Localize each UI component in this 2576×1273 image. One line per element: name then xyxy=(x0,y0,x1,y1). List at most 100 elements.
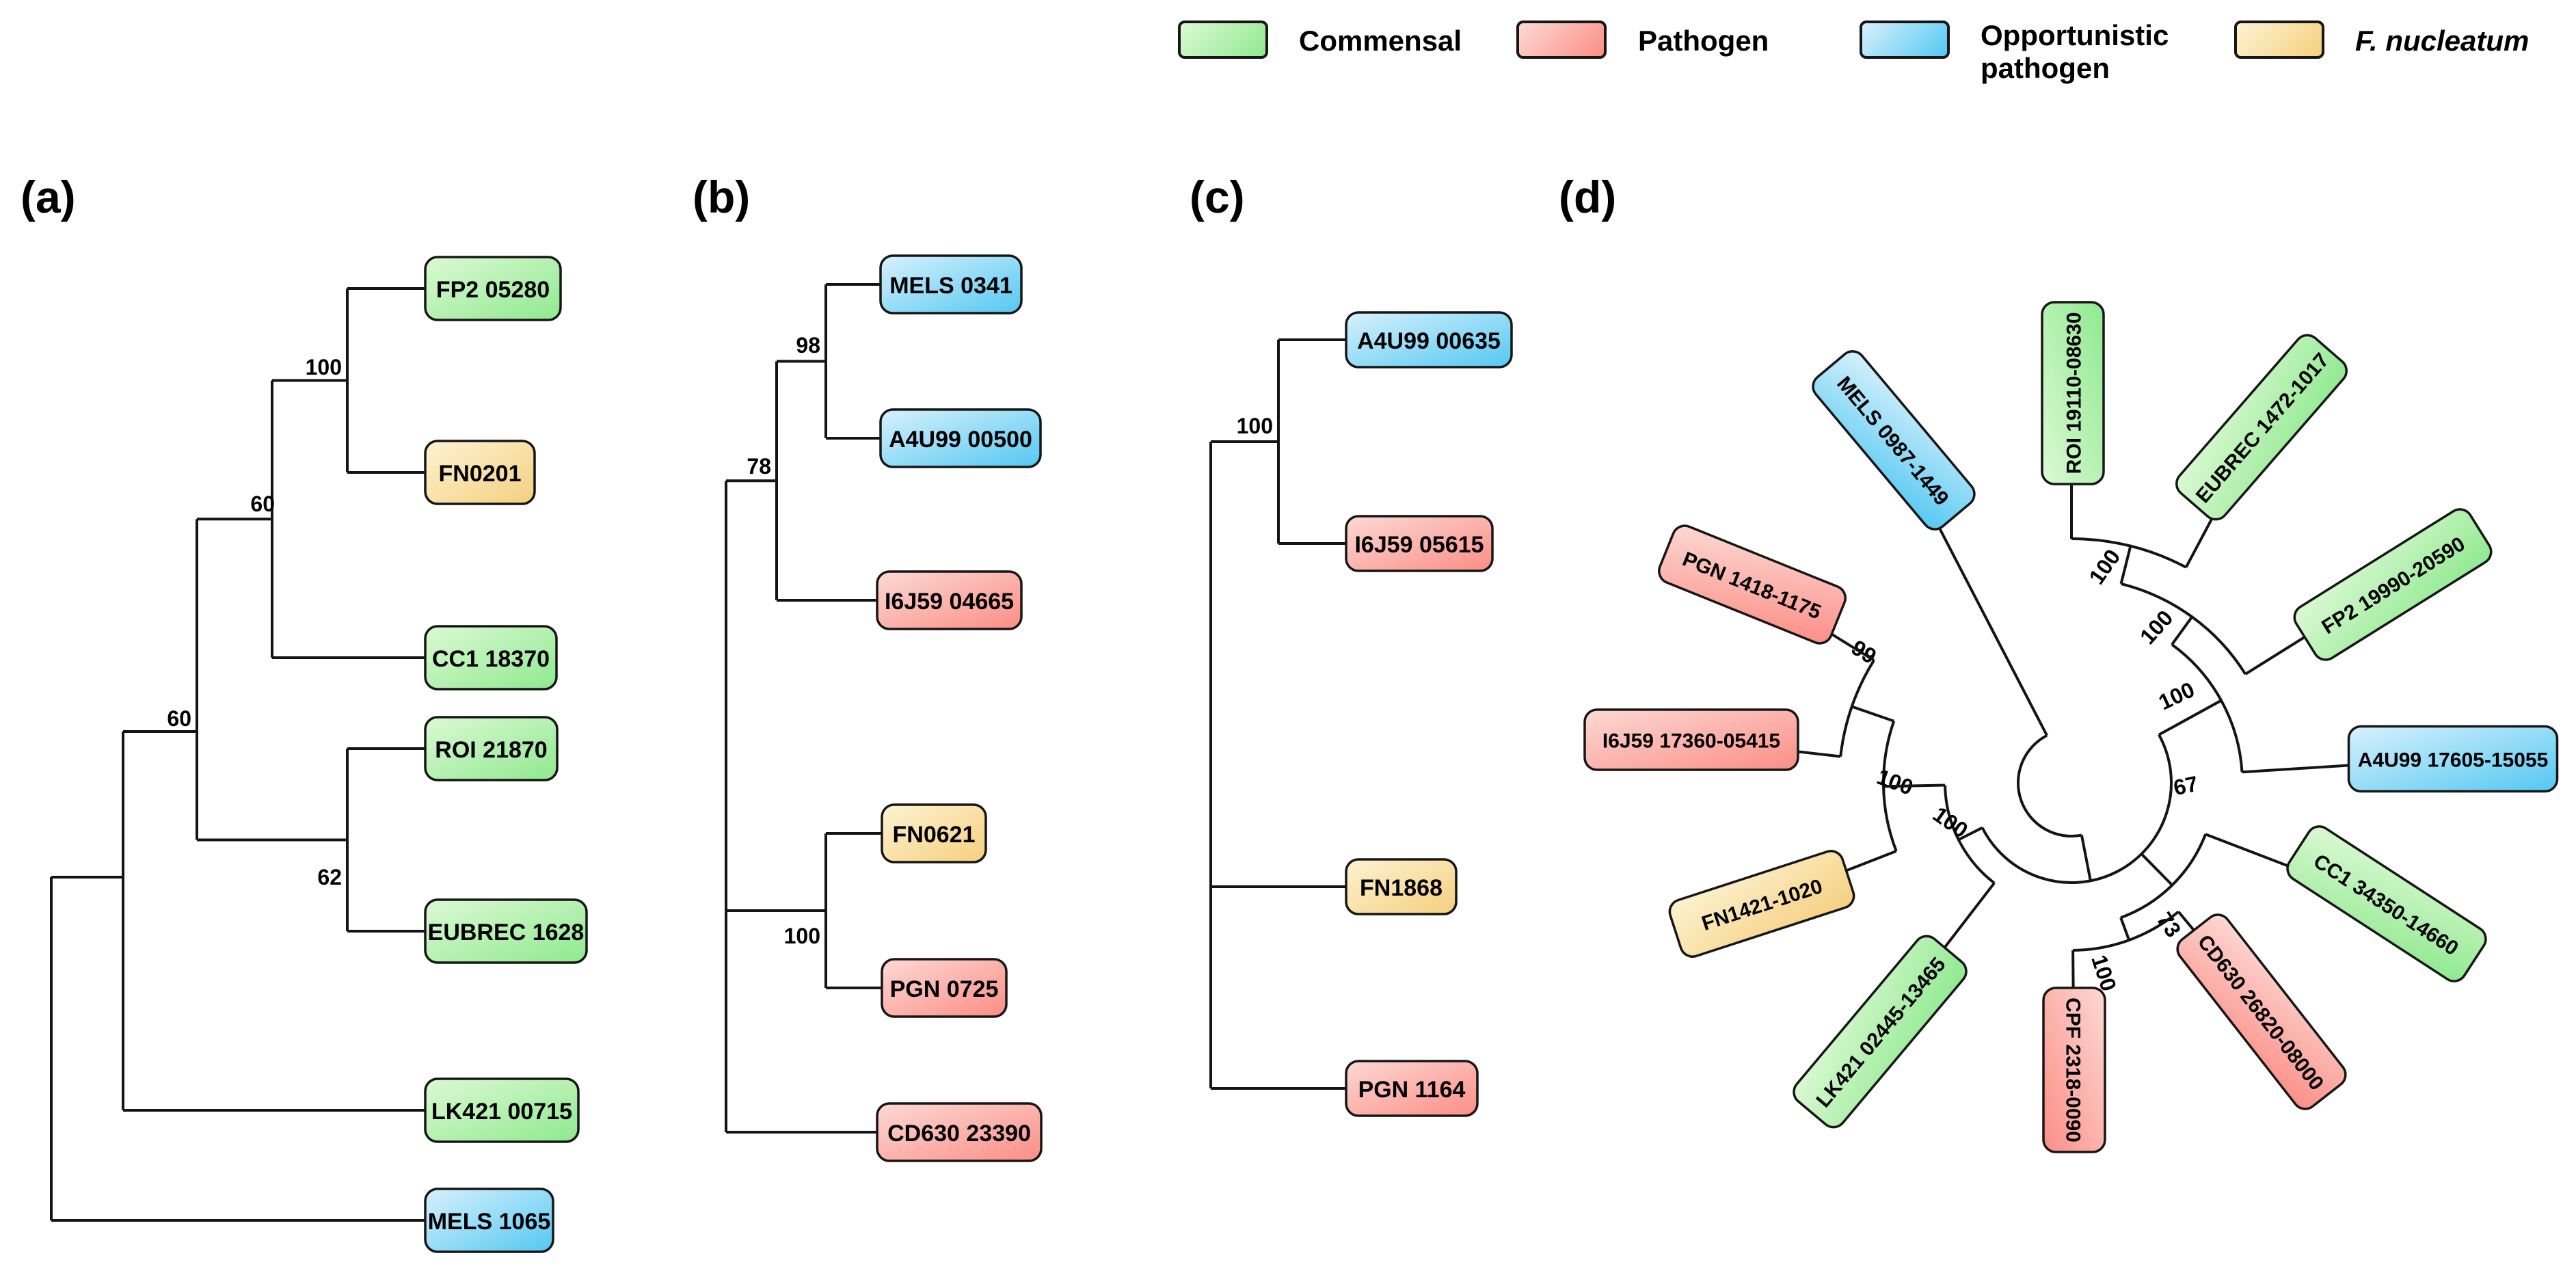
taxon: LK421 02445-13465 xyxy=(1793,935,1968,1129)
bootstrap-label: 100 xyxy=(1874,764,1916,800)
taxon-box xyxy=(879,408,1042,468)
taxon-box xyxy=(1658,524,1847,645)
taxon-box xyxy=(2286,825,2487,982)
legend-swatch-commensal xyxy=(1178,21,1268,59)
taxon: FP2 19990-20590 xyxy=(2293,508,2493,661)
bootstrap-label: 98 xyxy=(796,333,820,358)
branch xyxy=(2140,853,2173,887)
taxon-box xyxy=(2042,987,2106,1153)
taxon-label: CPF 2318-0090 xyxy=(2062,997,2084,1142)
bootstrap-label: 62 xyxy=(317,865,342,889)
panel-letter-a: (a) xyxy=(21,172,76,222)
taxon-box xyxy=(1345,1060,1479,1117)
taxon-label: FN0201 xyxy=(439,461,522,487)
taxon: A4U99 00635 xyxy=(1345,311,1513,368)
taxon: A4U99 17605-15055 xyxy=(2347,725,2559,793)
legend-swatch-pathogen xyxy=(1516,21,1607,59)
taxon-box xyxy=(1812,350,1976,531)
taxon: CD630 26820-08000 xyxy=(2176,913,2347,1110)
bootstrap-label: 60 xyxy=(167,706,191,731)
taxon-box xyxy=(2041,301,2105,485)
taxon-label: A4U99 17605-15055 xyxy=(2358,749,2549,772)
taxon: FN1421-1020 xyxy=(1668,850,1855,958)
taxon: FN0201 xyxy=(424,440,536,505)
panel-letter-c: (c) xyxy=(1190,172,1245,222)
taxon-label: LK421 02445-13465 xyxy=(1812,953,1950,1112)
bootstrap-label: 100 xyxy=(1237,414,1273,438)
bootstrap-label: 100 xyxy=(2155,677,2199,714)
taxon-box xyxy=(2176,913,2347,1110)
legend-label-commensal: Commensal xyxy=(1299,25,1462,57)
taxon: A4U99 00500 xyxy=(879,408,1042,468)
taxon-label: I6J59 17360-05415 xyxy=(1602,730,1780,753)
bootstrap-label: 100 xyxy=(306,355,342,379)
taxon: ROI 19110-08630 xyxy=(2041,301,2105,485)
taxon-label: PGN 0725 xyxy=(890,976,999,1002)
bootstrap-label: 100 xyxy=(2135,605,2177,649)
taxon: PGN 1418-1175 xyxy=(1658,524,1847,645)
bootstrap-label: 100 xyxy=(2084,545,2125,589)
taxon-box xyxy=(424,716,559,781)
taxon-label: A4U99 00635 xyxy=(1357,328,1501,354)
taxon: LK421 00715 xyxy=(424,1077,580,1143)
taxon-label: ROI 19110-08630 xyxy=(2063,312,2086,474)
branch xyxy=(2158,699,2223,736)
taxon-box xyxy=(424,898,588,964)
taxon-label: FN0621 xyxy=(893,822,976,848)
taxon-box xyxy=(424,256,562,321)
legend-label-opportunistic-pathogen: Opportunistic pathogen xyxy=(1981,19,2169,84)
taxon-box xyxy=(424,440,536,505)
panel-letter-b: (b) xyxy=(693,172,751,222)
taxon-box xyxy=(424,1188,554,1253)
taxon-box xyxy=(876,1102,1043,1162)
taxon-box xyxy=(1345,858,1458,915)
taxon-label: ROI 21870 xyxy=(435,737,547,763)
taxon-box xyxy=(2347,725,2559,793)
taxon-box xyxy=(876,570,1023,630)
taxon: MELS 0987-1449 xyxy=(1812,350,1976,531)
tree-c: A4U99 00635 I6J59 05615 100 FN1868 PGN 1164 xyxy=(1209,311,1513,1117)
taxon-box xyxy=(879,254,1023,314)
branch xyxy=(2171,616,2193,645)
taxon: I6J59 04665 xyxy=(876,570,1023,630)
taxon: MELS 0341 xyxy=(879,254,1023,314)
taxon-label: EUBREC 1472-1017 xyxy=(2192,349,2334,507)
taxon: PGN 1164 xyxy=(1345,1060,1479,1117)
taxon-label: EUBREC 1628 xyxy=(428,920,585,946)
taxon-box xyxy=(424,1077,580,1143)
bootstrap-label: 99 xyxy=(1847,635,1881,669)
bootstrap-label: 100 xyxy=(784,924,820,948)
taxon-box xyxy=(2293,508,2493,661)
taxon-label: MELS 0341 xyxy=(889,273,1012,299)
taxon-box xyxy=(2175,334,2348,521)
taxon: FP2 05280 xyxy=(424,256,562,321)
taxon: I6J59 17360-05415 xyxy=(1583,708,1799,771)
branch-arc xyxy=(2016,734,2082,838)
taxon-label: A4U99 00500 xyxy=(889,427,1032,453)
legend-swatch-opportunistic-pathogen xyxy=(1860,21,1950,59)
branch xyxy=(1957,826,1983,842)
taxon-box xyxy=(881,958,1008,1018)
legend-swatch-f-nucleatum xyxy=(2234,21,2324,59)
taxon: CC1 18370 xyxy=(424,625,558,691)
taxon: CPF 2318-0090 xyxy=(2042,987,2106,1153)
taxon-label: FN1868 xyxy=(1360,875,1443,901)
taxon-box xyxy=(424,625,558,691)
taxon: I6J59 05615 xyxy=(1345,515,1494,572)
taxon: EUBREC 1472-1017 xyxy=(2175,334,2348,521)
bootstrap-label: 78 xyxy=(747,454,771,479)
taxon-box xyxy=(1345,311,1513,368)
taxon-box xyxy=(1345,515,1494,572)
taxon: EUBREC 1628 xyxy=(424,898,588,964)
taxon-label: CD630 23390 xyxy=(887,1121,1031,1147)
branch xyxy=(1883,783,1946,788)
bootstrap-label: 67 xyxy=(2171,771,2200,801)
taxon: PGN 0725 xyxy=(881,958,1008,1018)
taxon: FN0621 xyxy=(881,803,987,863)
panel-letter-d: (d) xyxy=(1559,172,1617,222)
taxon-label: CD630 26820-08000 xyxy=(2193,930,2329,1095)
taxon-label: FP2 05280 xyxy=(436,277,550,303)
branch-arc xyxy=(1981,734,2173,885)
